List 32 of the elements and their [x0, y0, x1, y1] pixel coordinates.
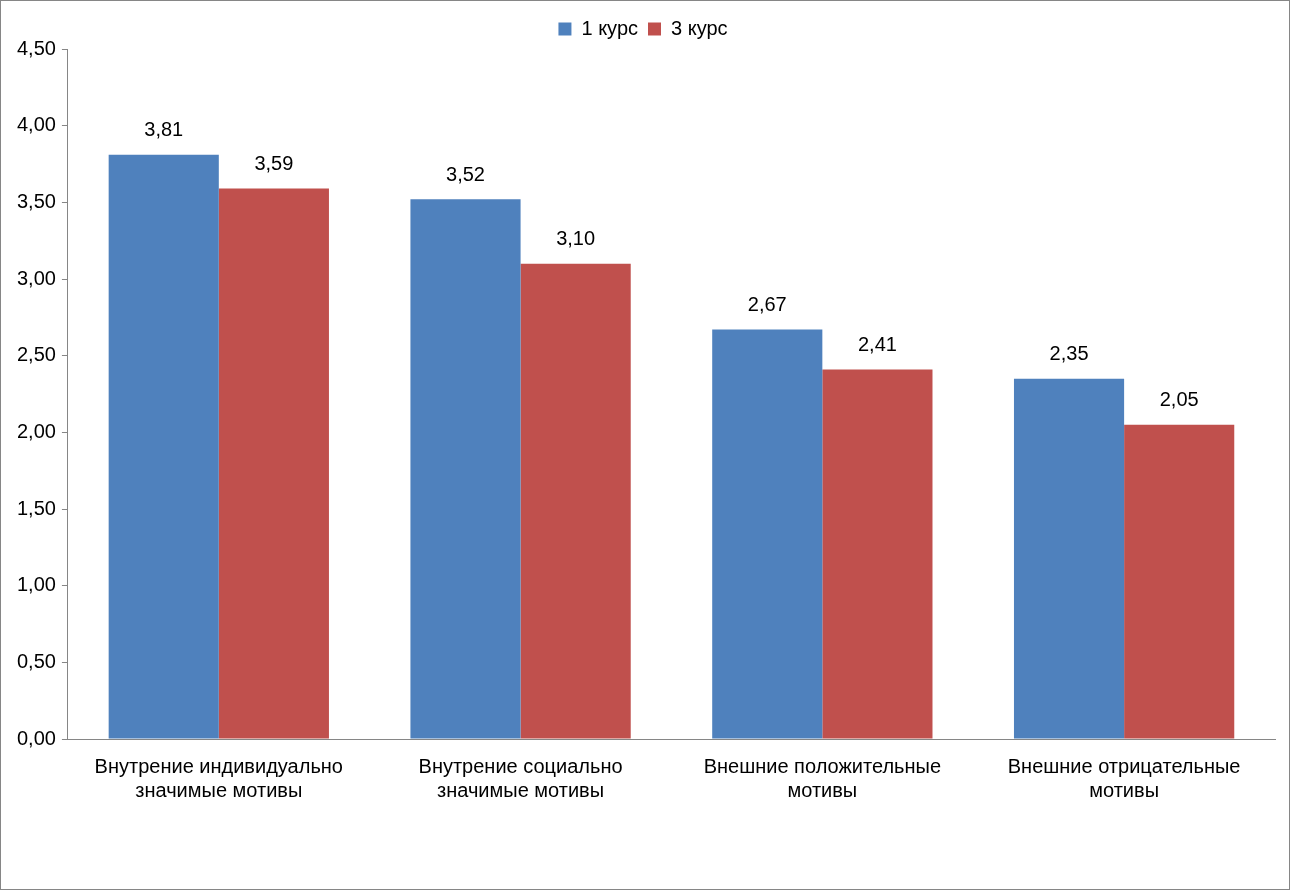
data-label: 3,59: [254, 152, 294, 175]
bar: [712, 329, 823, 739]
bar: [410, 199, 521, 739]
bar: [108, 154, 219, 739]
bar: [520, 263, 631, 739]
data-label: 2,35: [1049, 342, 1089, 365]
y-tick-label: 1,50: [16, 496, 56, 519]
data-label: 3,10: [556, 227, 596, 250]
y-tick-label: 0,00: [16, 726, 56, 749]
legend-label: 3 курс: [671, 16, 728, 39]
y-tick-label: 4,00: [16, 113, 56, 136]
y-tick-label: 3,00: [16, 266, 56, 289]
bar: [1013, 378, 1125, 739]
data-label: 3,52: [446, 162, 485, 185]
y-tick-label: 2,00: [16, 419, 56, 442]
y-tick-label: 0,50: [16, 649, 56, 672]
x-tick-label: Внутрение социально значимые мотивы: [418, 754, 623, 801]
x-tick-label: Внешние положительные мотивы: [703, 754, 942, 801]
legend-label: 1 курс: [581, 16, 639, 39]
x-tick-label: Внешние отрицательные мотивы: [1007, 754, 1241, 801]
bar: [822, 369, 933, 739]
bar: [218, 188, 329, 739]
data-label: 2,05: [1159, 388, 1199, 411]
data-label: 2,41: [857, 332, 897, 355]
y-tick-label: 2,50: [16, 343, 56, 366]
y-tick-label: 4,50: [16, 36, 56, 59]
bar: [1124, 424, 1235, 739]
data-label: 2,67: [747, 293, 787, 316]
data-label: 3,81: [144, 118, 184, 141]
x-tick-label: Внутрение индивидуально значимые мотивы: [94, 754, 343, 801]
y-tick-label: 3,50: [16, 189, 56, 212]
y-tick-label: 1,00: [16, 573, 56, 596]
